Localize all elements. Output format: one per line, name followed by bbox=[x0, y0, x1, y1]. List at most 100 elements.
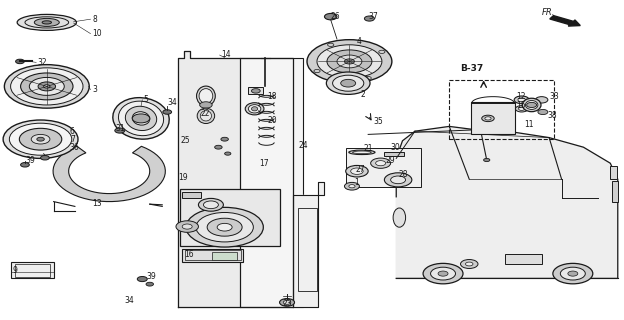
Circle shape bbox=[16, 59, 24, 64]
Circle shape bbox=[146, 282, 154, 286]
Text: 28: 28 bbox=[398, 170, 407, 179]
Circle shape bbox=[176, 221, 198, 232]
Ellipse shape bbox=[132, 112, 150, 125]
Ellipse shape bbox=[353, 151, 371, 154]
Text: 1: 1 bbox=[354, 178, 359, 187]
Text: 9: 9 bbox=[12, 266, 17, 275]
Circle shape bbox=[217, 223, 232, 231]
Circle shape bbox=[438, 271, 448, 276]
Bar bbox=[185, 250, 241, 260]
Bar bbox=[11, 262, 54, 278]
Circle shape bbox=[115, 128, 125, 133]
Ellipse shape bbox=[200, 111, 212, 121]
Circle shape bbox=[11, 68, 83, 105]
Bar bbox=[298, 208, 317, 291]
Circle shape bbox=[341, 79, 356, 87]
Circle shape bbox=[333, 75, 364, 91]
Text: 19: 19 bbox=[178, 173, 187, 182]
Ellipse shape bbox=[17, 14, 76, 30]
Circle shape bbox=[251, 89, 260, 93]
Circle shape bbox=[280, 299, 295, 306]
FancyArrow shape bbox=[550, 16, 580, 26]
Text: 11: 11 bbox=[524, 120, 534, 129]
Bar bbox=[449, 80, 554, 139]
Bar bbox=[182, 249, 243, 262]
Circle shape bbox=[207, 218, 242, 236]
Text: 25: 25 bbox=[181, 136, 190, 145]
Circle shape bbox=[384, 173, 412, 187]
Ellipse shape bbox=[197, 86, 215, 106]
Bar bbox=[610, 166, 617, 179]
Text: 16: 16 bbox=[184, 250, 193, 259]
Circle shape bbox=[225, 152, 231, 155]
Bar bbox=[212, 252, 237, 260]
Polygon shape bbox=[396, 126, 618, 278]
Circle shape bbox=[307, 40, 392, 83]
Circle shape bbox=[568, 271, 578, 276]
Circle shape bbox=[376, 161, 386, 166]
Circle shape bbox=[466, 262, 473, 266]
Text: 31: 31 bbox=[115, 124, 125, 132]
Circle shape bbox=[19, 128, 62, 150]
Circle shape bbox=[535, 97, 548, 103]
Text: 6: 6 bbox=[70, 127, 75, 136]
Circle shape bbox=[431, 267, 456, 280]
Text: 38: 38 bbox=[548, 111, 557, 120]
Bar bbox=[248, 87, 263, 94]
Circle shape bbox=[132, 114, 150, 123]
Circle shape bbox=[200, 102, 212, 108]
Text: 2: 2 bbox=[361, 90, 366, 99]
Circle shape bbox=[182, 224, 192, 229]
Bar bbox=[346, 148, 421, 187]
Text: 15: 15 bbox=[517, 101, 526, 110]
Circle shape bbox=[337, 55, 362, 68]
Text: FR.: FR. bbox=[542, 8, 555, 17]
Text: 39: 39 bbox=[147, 272, 157, 281]
Circle shape bbox=[484, 158, 490, 162]
Ellipse shape bbox=[522, 98, 541, 112]
Circle shape bbox=[21, 73, 73, 100]
Text: 27: 27 bbox=[356, 165, 365, 174]
Text: 37: 37 bbox=[368, 12, 378, 20]
Circle shape bbox=[515, 106, 528, 112]
Circle shape bbox=[461, 260, 478, 268]
Circle shape bbox=[327, 50, 372, 73]
Text: 36: 36 bbox=[70, 143, 80, 152]
Bar bbox=[15, 264, 50, 277]
Ellipse shape bbox=[251, 107, 258, 111]
Circle shape bbox=[518, 98, 525, 102]
Text: 24: 24 bbox=[298, 141, 308, 150]
Circle shape bbox=[283, 300, 291, 304]
Polygon shape bbox=[293, 182, 324, 307]
Circle shape bbox=[344, 59, 354, 64]
Ellipse shape bbox=[113, 98, 169, 139]
Text: 5: 5 bbox=[144, 95, 149, 104]
Text: 26: 26 bbox=[331, 12, 340, 20]
Bar bbox=[182, 192, 201, 198]
Text: 20: 20 bbox=[267, 116, 276, 124]
Text: 13: 13 bbox=[92, 199, 102, 208]
Bar bbox=[505, 254, 542, 264]
Circle shape bbox=[326, 72, 370, 94]
Text: 22: 22 bbox=[201, 109, 210, 118]
Bar bbox=[240, 58, 303, 307]
Text: 3: 3 bbox=[92, 85, 97, 94]
Ellipse shape bbox=[42, 21, 51, 24]
Text: 39: 39 bbox=[25, 156, 35, 164]
Circle shape bbox=[203, 201, 218, 209]
Circle shape bbox=[553, 263, 593, 284]
Text: 21: 21 bbox=[363, 144, 373, 153]
Circle shape bbox=[482, 115, 494, 122]
Text: 35: 35 bbox=[373, 117, 383, 126]
Circle shape bbox=[391, 176, 406, 184]
Circle shape bbox=[3, 120, 78, 158]
Ellipse shape bbox=[34, 19, 59, 27]
Circle shape bbox=[423, 263, 463, 284]
Circle shape bbox=[31, 134, 50, 144]
Circle shape bbox=[196, 212, 253, 242]
Circle shape bbox=[37, 137, 44, 141]
Circle shape bbox=[163, 110, 172, 114]
Text: 23: 23 bbox=[283, 300, 292, 308]
Text: 32: 32 bbox=[37, 58, 47, 67]
Circle shape bbox=[371, 158, 391, 168]
